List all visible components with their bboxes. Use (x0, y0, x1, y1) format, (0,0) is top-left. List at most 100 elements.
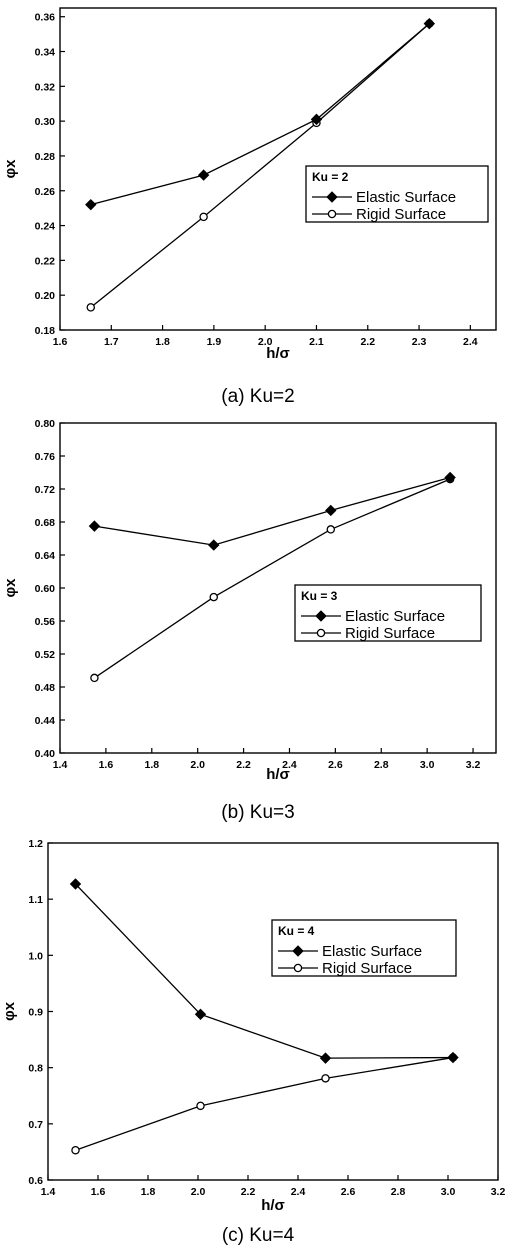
x-tick-label: 2.0 (258, 336, 273, 348)
data-point (197, 169, 210, 181)
legend-label: Elastic Surface (356, 189, 456, 206)
data-point (208, 539, 220, 551)
data-point (316, 628, 326, 638)
legend-title: Ku = 3 (301, 589, 338, 603)
x-tick-label: 2.2 (241, 1186, 256, 1198)
legend-box (305, 165, 489, 223)
series-line (75, 1056, 454, 1151)
x-tick-label: 2.0 (190, 759, 205, 771)
data-point (209, 592, 218, 602)
y-axis-label: φx (2, 159, 19, 179)
y-tick-label: 1.0 (28, 950, 43, 962)
y-tick-label: 0.36 (35, 12, 56, 24)
data-point (423, 17, 436, 30)
y-tick-label: 0.30 (35, 116, 56, 128)
x-tick-label: 1.8 (144, 759, 159, 771)
data-point (199, 212, 208, 222)
y-tick-label: 1.1 (28, 894, 43, 906)
data-point (85, 198, 97, 211)
y-tick-label: 0.68 (35, 517, 56, 529)
series-line (94, 476, 451, 546)
plot-frame (59, 7, 497, 331)
data-point (196, 1101, 205, 1111)
x-axis-label: h/σ (266, 766, 290, 783)
x-tick-label: 3.0 (441, 1186, 456, 1198)
legend-box (294, 584, 482, 642)
y-tick-label: 0.80 (35, 418, 56, 430)
x-tick-label: 1.9 (207, 336, 222, 348)
y-tick-label: 0.48 (35, 682, 56, 694)
series-line (90, 23, 430, 206)
legend-label: Rigid Surface (322, 960, 412, 977)
series-rigid-surface (90, 474, 455, 683)
chart-panel-a: 1.6 1.7 1.8 1.9 2.0 2.1 2.2 2.3 2.4 0.18 0.20 0.22 0… (0, 0, 516, 415)
data-point (326, 525, 336, 534)
data-point (90, 673, 99, 683)
x-axis-label: h/σ (266, 345, 290, 362)
data-point (325, 504, 337, 517)
x-tick-label: 2.8 (391, 1186, 406, 1198)
x-tick-label: 2.2 (236, 759, 251, 771)
y-tick-label: 0.20 (35, 290, 56, 302)
data-point (292, 945, 304, 957)
data-point (88, 520, 101, 532)
y-axis-label: φx (2, 578, 19, 598)
legend-label: Elastic Surface (345, 608, 445, 625)
series-line (75, 883, 454, 1059)
data-point (315, 610, 327, 622)
legend-title: Ku = 4 (278, 924, 315, 938)
y-tick-label: 0.28 (35, 151, 56, 163)
chart-panel-c: 1.4 1.6 1.8 2.0 2.2 2.4 2.6 2.8 3.0 3.2 0.6 0.7 0.8 0… (0, 835, 516, 1255)
y-tick-label: 0.64 (35, 550, 56, 562)
y-tick-label: 0.72 (35, 484, 56, 496)
x-tick-label: 1.8 (155, 336, 170, 348)
data-point (310, 113, 323, 126)
data-point (71, 1145, 80, 1155)
x-tick-label: 2.3 (412, 336, 427, 348)
y-tick-label: 0.56 (35, 616, 56, 628)
series-elastic-surface (69, 878, 459, 1064)
legend-title: Ku = 2 (312, 170, 349, 184)
x-tick-label: 2.0 (191, 1186, 206, 1198)
y-tick-label: 0.34 (35, 47, 56, 59)
y-tick-label: 0.32 (35, 81, 56, 93)
x-tick-label: 2.4 (291, 1186, 306, 1198)
y-tick-label: 0.40 (35, 748, 56, 760)
y-tick-label: 0.60 (35, 583, 56, 595)
y-tick-label: 0.22 (35, 255, 56, 267)
chart-panel-b: 1.4 1.6 1.8 2.0 2.2 2.4 2.6 2.8 3.0 3.2 0.40 0.44 0.… (0, 415, 516, 835)
plot-frame (47, 842, 499, 1181)
legend-box (271, 919, 457, 977)
y-tick-label: 1.2 (28, 838, 43, 850)
data-point (69, 878, 82, 890)
x-tick-label: 2.8 (374, 759, 389, 771)
legend-label: Elastic Surface (322, 943, 422, 960)
data-point (194, 1008, 207, 1021)
y-tick-label: 0.44 (35, 715, 56, 727)
x-tick-label: 1.4 (41, 1186, 56, 1198)
data-point (319, 1052, 332, 1064)
series-elastic-surface (85, 17, 436, 211)
series-line (90, 23, 430, 308)
data-point (327, 209, 337, 219)
chart-c-plot: 1.4 1.6 1.8 2.0 2.2 2.4 2.6 2.8 3.0 3.2 0.6 0.7 0.8 0… (1, 838, 506, 1214)
data-point (321, 1074, 330, 1083)
x-tick-label: 3.2 (491, 1186, 506, 1198)
legend-label: Rigid Surface (345, 625, 435, 642)
x-tick-label: 1.6 (91, 1186, 106, 1198)
x-tick-label: 1.6 (53, 336, 68, 348)
x-tick-label: 3.2 (466, 759, 481, 771)
x-tick-label: 2.6 (328, 759, 343, 771)
x-tick-label: 2.6 (341, 1186, 356, 1198)
x-tick-label: 1.8 (141, 1186, 156, 1198)
chart-b-plot: 1.4 1.6 1.8 2.0 2.2 2.4 2.6 2.8 3.0 3.2 0.40 0.44 0.… (2, 418, 497, 783)
data-point (444, 471, 456, 484)
data-point (447, 1051, 459, 1064)
y-tick-label: 0.18 (35, 325, 56, 337)
x-axis-label: h/σ (261, 1197, 285, 1214)
data-point (326, 191, 338, 203)
x-tick-label: 2.2 (360, 336, 375, 348)
